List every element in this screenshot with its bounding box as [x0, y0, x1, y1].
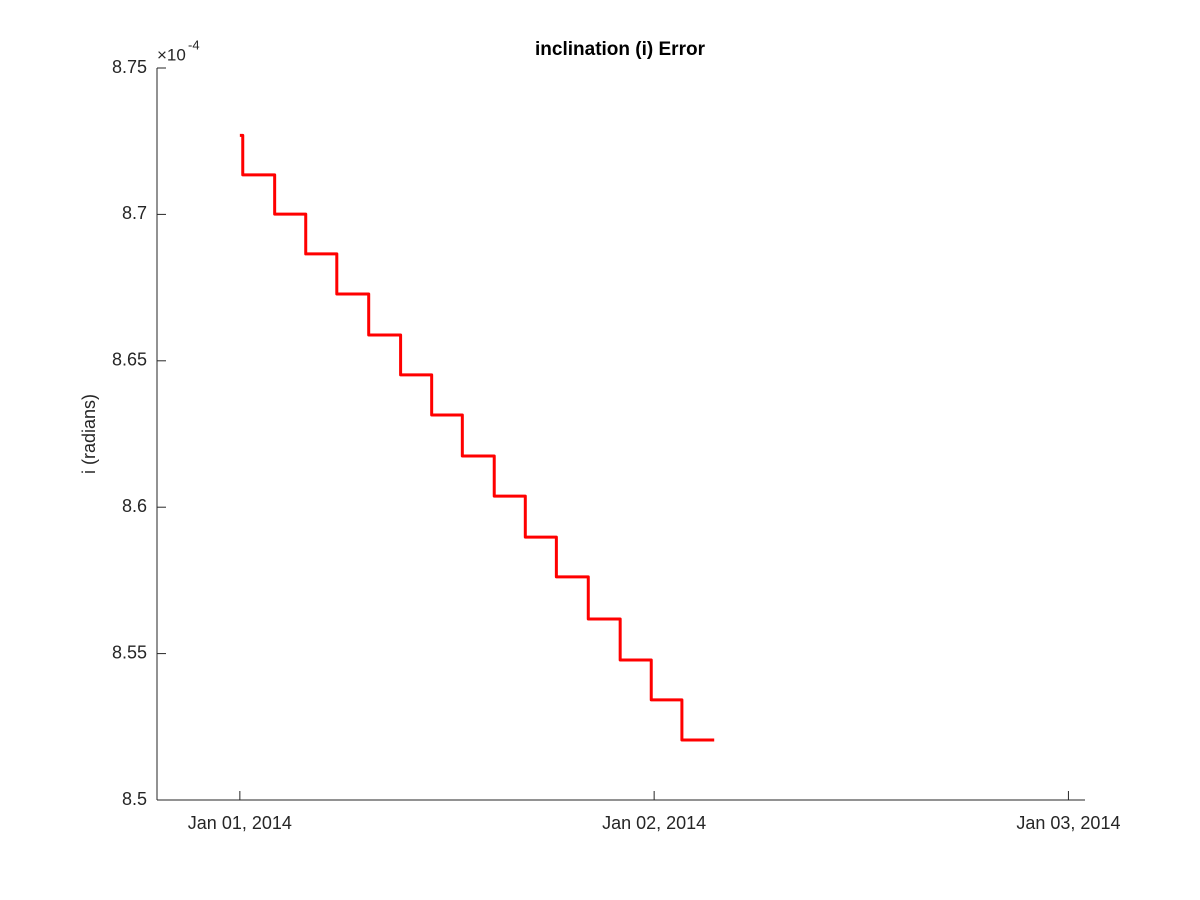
x-tick-label: Jan 01, 2014	[188, 813, 292, 833]
x-tick-label: Jan 02, 2014	[602, 813, 706, 833]
y-multiplier-base: ×10	[157, 45, 186, 64]
y-multiplier-power: -4	[188, 37, 200, 52]
y-axis-label: i (radians)	[79, 394, 99, 474]
x-tick-label: Jan 03, 2014	[1016, 813, 1120, 833]
data-line	[239, 133, 715, 742]
y-tick-label: 8.75	[112, 57, 147, 77]
y-tick-label: 8.65	[112, 350, 147, 370]
y-tick-label: 8.55	[112, 642, 147, 662]
y-tick-label: 8.6	[122, 496, 147, 516]
y-tick-label: 8.7	[122, 203, 147, 223]
chart-title: inclination (i) Error	[535, 39, 706, 60]
y-tick-label: 8.5	[122, 789, 147, 809]
